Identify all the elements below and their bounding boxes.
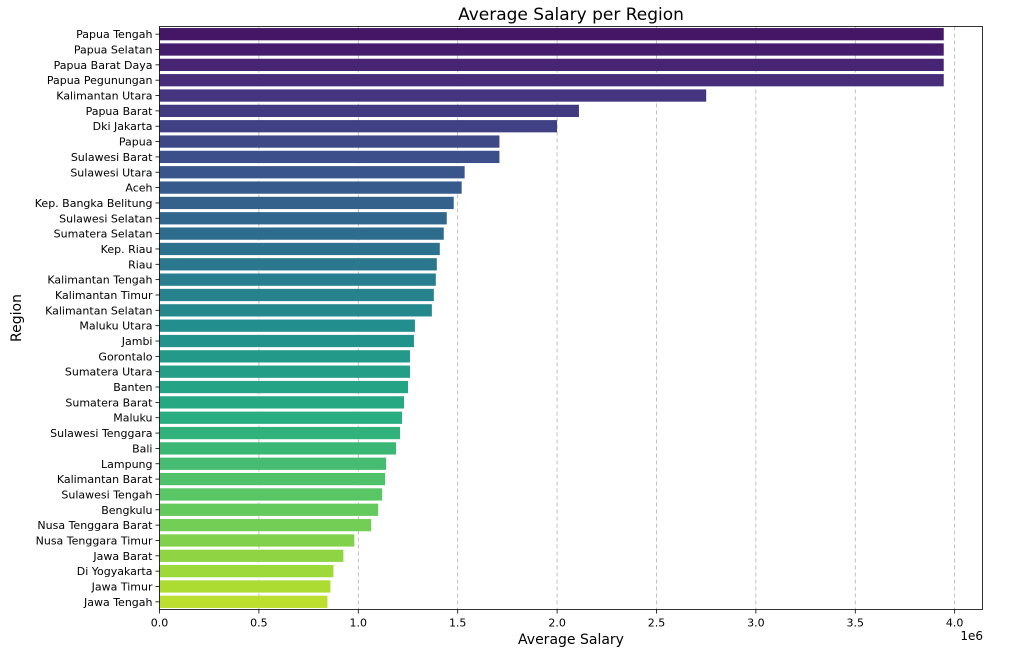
bar xyxy=(159,334,414,348)
y-tick-label: Sulawesi Selatan xyxy=(59,212,152,225)
y-tick-label: Kalimantan Utara xyxy=(56,90,152,103)
y-tick-label: Nusa Tenggara Barat xyxy=(37,519,153,532)
y-tick-label: Papua xyxy=(119,136,153,149)
bar xyxy=(159,135,500,148)
bar xyxy=(159,120,558,133)
bar xyxy=(159,457,387,470)
y-tick-label: Sulawesi Tengah xyxy=(61,488,152,501)
bar xyxy=(159,595,328,608)
bar xyxy=(159,104,579,118)
y-tick-label: Kalimantan Tengah xyxy=(47,274,152,287)
x-axis-ticks: 0.0 0.5 1.0 1.5 2.0 2.5 3.0 3.5 4.0 xyxy=(151,609,964,630)
bar xyxy=(159,273,436,286)
y-tick-label: Kalimantan Timur xyxy=(55,289,153,302)
x-tick-label: 2.5 xyxy=(648,617,666,630)
bar xyxy=(159,196,454,210)
y-tick-label: Bali xyxy=(132,442,152,455)
bar xyxy=(159,365,410,378)
y-tick-label: Aceh xyxy=(125,182,152,195)
y-tick-label: Sulawesi Barat xyxy=(71,151,153,164)
y-tick-label: Jambi xyxy=(121,335,153,348)
bar xyxy=(159,28,944,41)
bar xyxy=(159,166,465,179)
x-tick-label: 0.0 xyxy=(151,617,169,630)
bar xyxy=(159,150,500,164)
bar xyxy=(159,227,444,240)
x-tick-label: 3.0 xyxy=(747,617,765,630)
bar xyxy=(159,503,379,516)
bar xyxy=(159,426,401,440)
y-tick-label: Di Yogyakarta xyxy=(77,565,153,578)
y-tick-label: Maluku xyxy=(113,412,152,425)
y-tick-label: Gorontalo xyxy=(98,350,152,363)
chart-title: Average Salary per Region xyxy=(458,5,684,25)
bar xyxy=(159,242,440,256)
y-tick-label: Papua Selatan xyxy=(74,44,153,57)
y-tick-label: Jawa Tengah xyxy=(83,596,153,609)
y-tick-label: Kep. Bangka Belitung xyxy=(35,197,153,210)
bar xyxy=(159,89,707,102)
bar xyxy=(159,488,383,501)
y-tick-label: Kep. Riau xyxy=(101,243,153,256)
bar xyxy=(159,380,408,394)
y-tick-label: Sulawesi Utara xyxy=(70,166,152,179)
y-tick-label: Banten xyxy=(113,381,152,394)
bar xyxy=(159,442,397,455)
bar xyxy=(159,258,437,271)
y-axis-label: Region xyxy=(9,294,25,342)
y-tick-label: Papua Barat Daya xyxy=(54,59,153,72)
x-tick-label: 1.0 xyxy=(350,617,368,630)
bar xyxy=(159,181,462,194)
bar xyxy=(159,350,410,363)
bars xyxy=(159,28,944,608)
y-tick-label: Kalimantan Selatan xyxy=(45,304,152,317)
y-tick-label: Sumatera Utara xyxy=(65,366,153,379)
bar xyxy=(159,518,372,532)
bar xyxy=(159,288,434,302)
y-tick-label: Dki Jakarta xyxy=(93,120,153,133)
bar xyxy=(159,565,334,578)
y-axis-ticks: Papua Tengah Papua Selatan Papua Barat Day… xyxy=(35,28,160,609)
x-tick-label: 0.5 xyxy=(250,617,268,630)
x-tick-label: 2.0 xyxy=(548,617,566,630)
y-tick-label: Papua Pegunungan xyxy=(47,74,153,87)
plot-frame xyxy=(159,26,983,610)
y-tick-label: Sulawesi Tenggara xyxy=(50,427,152,440)
bar xyxy=(159,74,944,87)
bar xyxy=(159,534,355,547)
x-tick-label: 4.0 xyxy=(946,617,964,630)
y-tick-label: Jawa Timur xyxy=(91,580,153,593)
y-tick-label: Sumatera Selatan xyxy=(54,228,153,241)
y-tick-label: Lampung xyxy=(101,458,153,471)
y-tick-label: Papua Tengah xyxy=(76,28,152,41)
bar xyxy=(159,549,344,562)
bar xyxy=(159,304,432,317)
bar xyxy=(159,472,386,486)
y-tick-label: Sumatera Barat xyxy=(65,396,153,409)
bar xyxy=(159,411,403,424)
x-axis-label: Average Salary xyxy=(518,632,624,648)
y-tick-label: Bengkulu xyxy=(101,504,152,517)
y-tick-label: Jawa Barat xyxy=(92,550,153,563)
x-tick-label: 3.5 xyxy=(847,617,865,630)
bar xyxy=(159,58,944,71)
y-tick-label: Papua Barat xyxy=(86,105,154,118)
x-tick-label: 1.5 xyxy=(449,617,467,630)
y-tick-label: Kalimantan Barat xyxy=(57,473,153,486)
bar xyxy=(159,580,331,593)
bar xyxy=(159,212,447,225)
y-tick-label: Maluku Utara xyxy=(79,320,152,333)
bar xyxy=(159,319,415,332)
bar xyxy=(159,396,405,409)
x-axis-offset: 1e6 xyxy=(960,629,983,643)
y-tick-label: Nusa Tenggara Timur xyxy=(36,534,153,547)
bar xyxy=(159,43,944,56)
y-tick-label: Riau xyxy=(128,258,152,271)
